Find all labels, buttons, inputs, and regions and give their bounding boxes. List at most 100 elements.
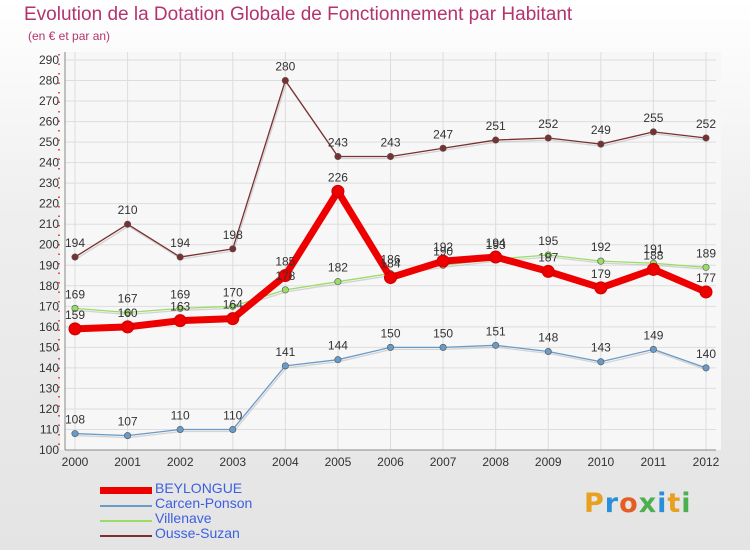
data-label-carcen-ponson: 150 bbox=[380, 326, 400, 340]
data-point-beylongue bbox=[68, 322, 82, 336]
data-point-villenave bbox=[71, 304, 79, 312]
data-point-beylongue bbox=[331, 184, 345, 198]
data-label-carcen-ponson: 140 bbox=[696, 347, 716, 361]
data-point-carcen-ponson bbox=[176, 425, 184, 433]
x-tick-label: 2003 bbox=[219, 455, 246, 469]
data-point-carcen-ponson bbox=[597, 358, 605, 366]
y-tick-label: 100 bbox=[39, 443, 59, 457]
data-point-ousse-suzan bbox=[281, 77, 289, 85]
data-point-ousse-suzan bbox=[649, 128, 657, 136]
y-tick-label: 260 bbox=[39, 115, 59, 129]
legend-item: Ousse-Suzan bbox=[100, 525, 300, 543]
legend-item: Villenave bbox=[100, 510, 300, 528]
data-point-carcen-ponson bbox=[386, 343, 394, 351]
y-tick-label: 140 bbox=[39, 361, 59, 375]
y-tick-label: 110 bbox=[40, 422, 59, 436]
legend-swatch bbox=[100, 520, 152, 522]
data-label-villenave: 178 bbox=[275, 269, 295, 283]
data-label-carcen-ponson: 148 bbox=[538, 330, 558, 344]
data-point-ousse-suzan bbox=[544, 134, 552, 142]
legend-swatch bbox=[100, 535, 152, 537]
data-label-carcen-ponson: 143 bbox=[591, 341, 611, 355]
logo-letter: t bbox=[667, 488, 682, 519]
data-point-beylongue bbox=[489, 250, 503, 264]
data-label-villenave: 190 bbox=[433, 244, 453, 258]
data-point-ousse-suzan bbox=[334, 152, 342, 160]
data-point-ousse-suzan bbox=[71, 253, 79, 261]
logo-letter: r bbox=[604, 488, 620, 519]
data-point-beylongue bbox=[594, 281, 608, 295]
data-label-carcen-ponson: 110 bbox=[171, 408, 190, 422]
data-point-beylongue bbox=[121, 320, 135, 334]
data-label-carcen-ponson: 151 bbox=[486, 324, 506, 338]
logo-letter: i bbox=[681, 488, 692, 519]
data-label-beylongue: 163 bbox=[170, 300, 190, 314]
data-point-carcen-ponson bbox=[544, 347, 552, 355]
data-point-carcen-ponson bbox=[702, 364, 710, 372]
data-point-villenave bbox=[544, 251, 552, 259]
data-point-ousse-suzan bbox=[492, 136, 500, 144]
data-point-villenave bbox=[176, 304, 184, 312]
data-label-villenave: 182 bbox=[328, 261, 348, 275]
y-tick-label: 230 bbox=[39, 176, 59, 190]
legend-label: Carcen-Ponson bbox=[155, 495, 253, 511]
data-label-beylongue: 179 bbox=[591, 267, 611, 281]
y-tick-label: 120 bbox=[39, 402, 59, 416]
data-point-beylongue bbox=[699, 285, 713, 299]
data-label-beylongue: 192 bbox=[433, 240, 453, 254]
x-tick-label: 2011 bbox=[641, 455, 667, 469]
data-label-ousse-suzan: 243 bbox=[380, 135, 400, 149]
data-point-villenave bbox=[281, 286, 289, 294]
data-label-beylongue: 160 bbox=[118, 306, 138, 320]
data-label-carcen-ponson: 110 bbox=[223, 408, 242, 422]
data-label-carcen-ponson: 144 bbox=[328, 339, 348, 353]
y-tick-label: 280 bbox=[39, 74, 59, 88]
data-label-villenave: 189 bbox=[696, 246, 716, 260]
x-tick-label: 2009 bbox=[535, 455, 562, 469]
legend-swatch bbox=[100, 487, 152, 494]
data-label-ousse-suzan: 252 bbox=[538, 117, 558, 131]
data-label-ousse-suzan: 252 bbox=[696, 117, 716, 131]
data-label-ousse-suzan: 255 bbox=[643, 111, 663, 125]
data-label-carcen-ponson: 141 bbox=[275, 345, 295, 359]
data-label-ousse-suzan: 194 bbox=[65, 236, 85, 250]
data-label-villenave: 186 bbox=[380, 252, 400, 266]
data-label-ousse-suzan: 198 bbox=[223, 228, 243, 242]
x-tick-label: 2010 bbox=[587, 455, 614, 469]
chart-subtitle: (en € et par an) bbox=[28, 29, 111, 43]
legend-item: BEYLONGUE bbox=[100, 480, 300, 498]
logo-letter: o bbox=[619, 488, 639, 519]
y-tick-label: 270 bbox=[39, 94, 59, 108]
data-label-beylongue: 184 bbox=[380, 257, 400, 271]
data-point-beylongue bbox=[226, 312, 240, 326]
data-label-beylongue: 187 bbox=[538, 250, 558, 264]
data-point-carcen-ponson bbox=[439, 343, 447, 351]
data-label-ousse-suzan: 210 bbox=[118, 203, 138, 217]
data-label-carcen-ponson: 107 bbox=[118, 415, 138, 429]
y-tick-label: 250 bbox=[39, 135, 59, 149]
data-label-beylongue: 185 bbox=[275, 255, 295, 269]
legend-label: BEYLONGUE bbox=[155, 480, 243, 496]
data-label-beylongue: 177 bbox=[696, 271, 716, 285]
y-tick-label: 210 bbox=[39, 217, 59, 231]
data-point-beylongue bbox=[384, 271, 397, 285]
data-point-villenave bbox=[597, 257, 605, 265]
data-label-villenave: 170 bbox=[223, 285, 243, 299]
data-label-villenave: 192 bbox=[591, 240, 611, 254]
data-label-villenave: 169 bbox=[65, 287, 85, 301]
data-point-beylongue bbox=[436, 254, 450, 268]
data-label-beylongue: 188 bbox=[643, 248, 663, 262]
legend-label: Ousse-Suzan bbox=[155, 525, 240, 541]
data-point-ousse-suzan bbox=[124, 220, 132, 228]
data-point-ousse-suzan bbox=[176, 253, 184, 261]
x-tick-label: 2008 bbox=[482, 455, 509, 469]
data-point-carcen-ponson bbox=[281, 362, 289, 370]
data-point-beylongue bbox=[173, 314, 187, 328]
logo-letter: x bbox=[638, 488, 658, 519]
x-tick-label: 2012 bbox=[693, 455, 720, 469]
data-label-villenave: 191 bbox=[643, 242, 663, 256]
data-label-villenave: 167 bbox=[118, 291, 138, 305]
y-tick-label: 170 bbox=[39, 299, 59, 313]
y-tick-label: 130 bbox=[39, 381, 59, 395]
data-label-beylongue: 164 bbox=[223, 298, 243, 312]
